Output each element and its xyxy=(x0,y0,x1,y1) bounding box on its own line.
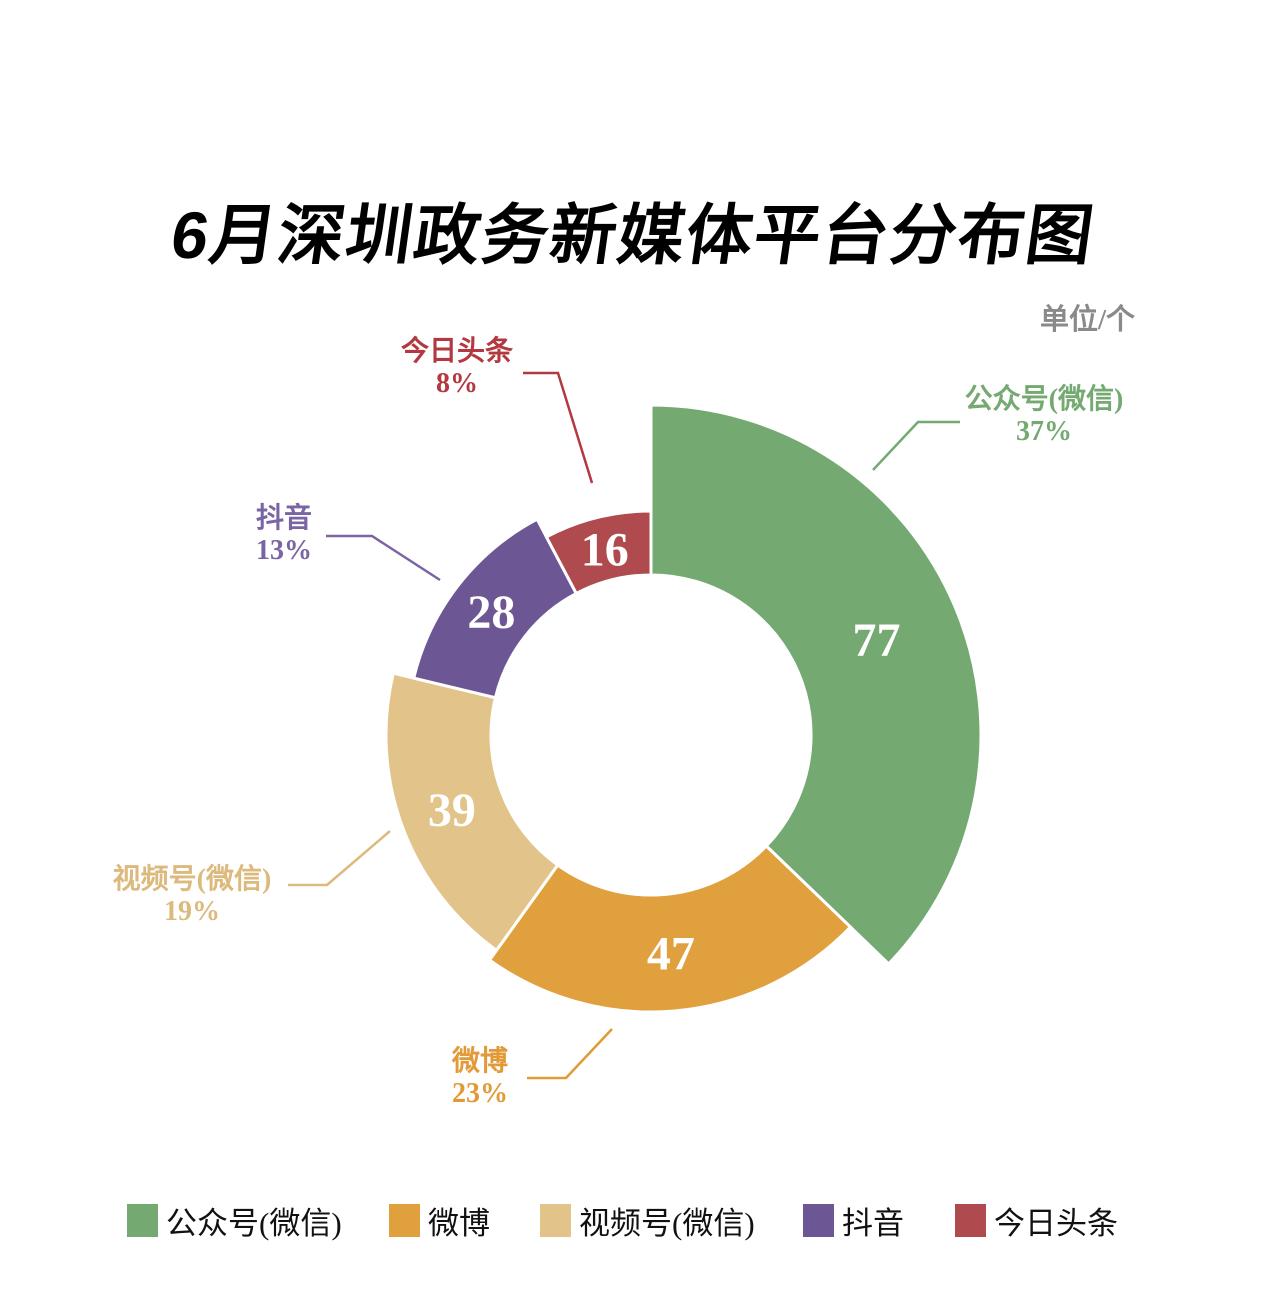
legend-swatch-3 xyxy=(803,1204,834,1237)
callout-name: 视频号(微信) xyxy=(112,864,272,895)
pie-slice-1[interactable] xyxy=(487,843,853,1014)
callout-3: 抖音 13% xyxy=(256,503,312,567)
leader-line-0 xyxy=(872,420,960,471)
callout-percent: 19% xyxy=(164,896,220,927)
legend-label-0: 公众号(微信) xyxy=(166,1206,342,1241)
legend-label-4: 今日头条 xyxy=(994,1206,1118,1241)
pie-slice-3[interactable] xyxy=(411,517,579,700)
legend: 公众号(微信) 微博 视频号(微信) 抖音 今日头条 xyxy=(0,1198,1268,1241)
legend-item-3[interactable]: 抖音 xyxy=(803,1198,904,1243)
callout-2: 视频号(微信) 19% xyxy=(113,864,272,928)
legend-label-3: 抖音 xyxy=(842,1206,904,1241)
legend-swatch-0 xyxy=(127,1204,158,1237)
slice-value-label-3: 28 xyxy=(467,586,515,639)
pie-slice-2[interactable] xyxy=(384,671,560,953)
slice-value-label-1: 47 xyxy=(647,927,695,980)
callout-4: 今日头条 8% xyxy=(401,336,513,400)
slice-value-label-4: 16 xyxy=(581,523,629,576)
leader-line-1 xyxy=(527,1028,613,1080)
callout-0: 公众号(微信) 37% xyxy=(965,384,1124,448)
legend-item-0[interactable]: 公众号(微信) xyxy=(127,1198,342,1243)
callout-percent: 37% xyxy=(1016,416,1072,447)
leader-line-2 xyxy=(288,830,391,887)
callout-name: 抖音 xyxy=(255,503,313,534)
slice-value-label-0: 77 xyxy=(853,614,901,667)
callout-name: 微博 xyxy=(451,1046,509,1077)
legend-swatch-2 xyxy=(540,1204,571,1237)
slice-value-label-2: 39 xyxy=(428,784,476,837)
callout-1: 微博 23% xyxy=(452,1046,508,1110)
unit-label: 单位/个 xyxy=(1040,304,1136,336)
leader-line-4 xyxy=(523,371,594,484)
pie-slice-0[interactable] xyxy=(649,403,983,967)
callout-percent: 23% xyxy=(451,1078,508,1109)
legend-label-1: 微博 xyxy=(428,1206,490,1241)
pie-slice-4[interactable] xyxy=(544,509,653,596)
callout-name: 今日头条 xyxy=(400,336,514,367)
legend-item-1[interactable]: 微博 xyxy=(389,1198,490,1243)
legend-swatch-4 xyxy=(955,1204,986,1237)
leader-line-3 xyxy=(326,534,441,582)
callout-percent: 8% xyxy=(435,368,478,399)
callout-percent: 13% xyxy=(255,535,312,566)
legend-item-2[interactable]: 视频号(微信) xyxy=(540,1198,755,1243)
legend-label-2: 视频号(微信) xyxy=(579,1206,755,1241)
callout-name: 公众号(微信) xyxy=(964,384,1124,415)
legend-swatch-1 xyxy=(389,1204,420,1237)
legend-item-4[interactable]: 今日头条 xyxy=(955,1198,1118,1243)
